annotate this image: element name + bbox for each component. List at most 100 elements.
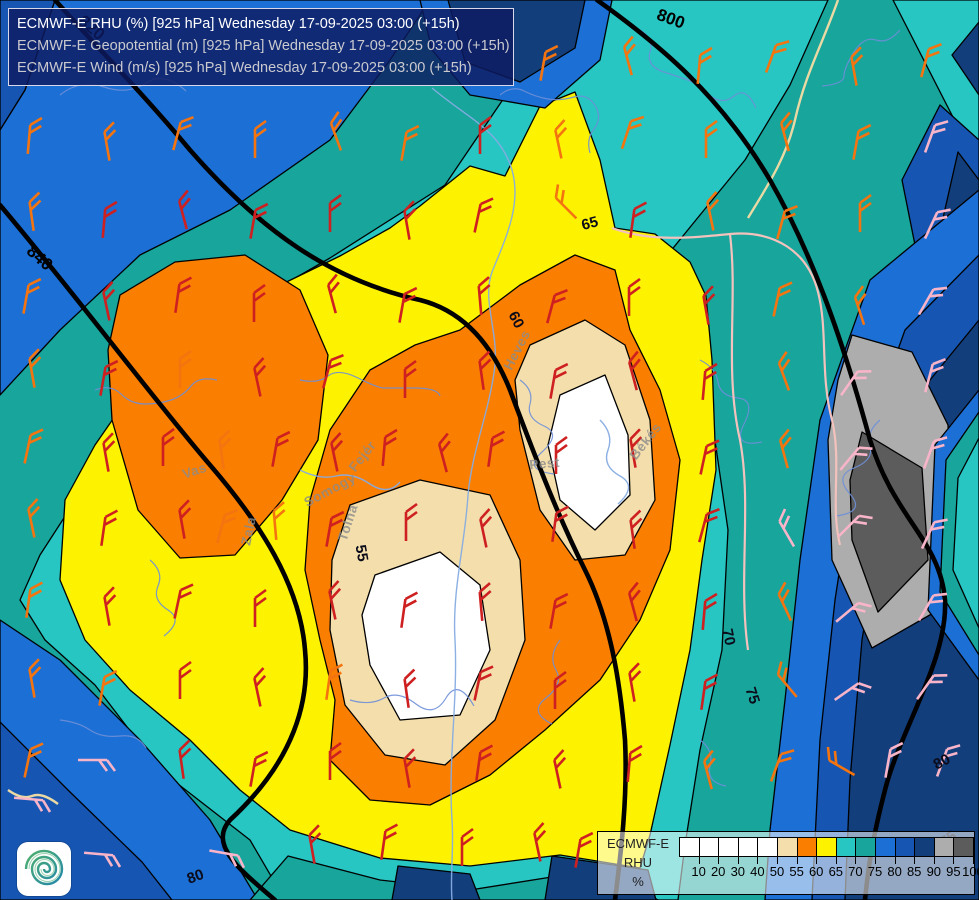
county-label: Vas bbox=[181, 460, 209, 482]
wind-barb bbox=[923, 208, 951, 240]
legend-tick-label: 60 bbox=[808, 864, 824, 879]
wind-barb bbox=[698, 508, 720, 543]
wind-barb bbox=[769, 749, 795, 782]
wind-barb bbox=[702, 749, 716, 790]
wind-barb bbox=[553, 749, 567, 789]
legend-tick-label: 65 bbox=[828, 864, 844, 879]
wind-barb bbox=[629, 428, 643, 468]
wind-barb bbox=[858, 193, 872, 232]
legend-tick bbox=[835, 857, 837, 864]
legend-swatch bbox=[875, 837, 896, 857]
rhu-contour-labels: 65 60 55 70 75 80 80 75 bbox=[185, 213, 960, 887]
legend-tick-label: 70 bbox=[848, 864, 863, 879]
legend-tick bbox=[737, 857, 739, 864]
met-spiral-logo bbox=[17, 842, 71, 896]
legend-tick-label: 50 bbox=[769, 864, 785, 879]
rhu-region-85-90-bottom-patch-1 bbox=[391, 865, 481, 900]
legend-tick bbox=[855, 857, 857, 864]
river-danube bbox=[431, 87, 516, 900]
wind-barbs bbox=[13, 35, 961, 869]
wind-barb bbox=[102, 281, 116, 321]
wind-barb bbox=[776, 661, 798, 698]
wind-barb bbox=[924, 358, 946, 393]
wind-barb bbox=[629, 509, 643, 549]
wind-barb bbox=[922, 436, 948, 469]
wind-barb bbox=[546, 289, 568, 324]
legend-product: ECMWF-E bbox=[606, 836, 670, 851]
wind-barb bbox=[328, 580, 342, 620]
wind-barb bbox=[103, 586, 117, 626]
wind-barb bbox=[99, 359, 119, 396]
rhu-contour-label: 75 bbox=[742, 685, 763, 706]
rhu-region-85-90-topright-sliver bbox=[951, 21, 979, 96]
wind-barb bbox=[772, 281, 793, 317]
wind-barb bbox=[699, 439, 720, 475]
legend-tick-label: 40 bbox=[750, 864, 765, 879]
wind-barb bbox=[549, 362, 569, 399]
wind-barb bbox=[403, 748, 417, 788]
wind-barb bbox=[437, 432, 451, 473]
wind-barb bbox=[330, 432, 344, 472]
rhu-region-55-60-west bbox=[107, 254, 329, 559]
legend-tick-label: 55 bbox=[789, 864, 804, 879]
legend-tick bbox=[875, 857, 876, 864]
rivers bbox=[7, 0, 842, 900]
wind-barb bbox=[700, 673, 719, 710]
wind-barb bbox=[473, 197, 494, 233]
wind-barb bbox=[272, 501, 286, 541]
wind-barb bbox=[551, 505, 570, 542]
wind-barb bbox=[25, 581, 44, 618]
wind-barb bbox=[329, 111, 343, 151]
wind-barb bbox=[13, 796, 52, 813]
rhu-contour-label: 55 bbox=[352, 544, 372, 563]
wind-barb bbox=[253, 357, 267, 397]
wind-barb bbox=[26, 116, 43, 155]
legend-swatch bbox=[698, 837, 720, 857]
river-tisza-mid bbox=[611, 226, 842, 546]
legend-tick-label: 80 bbox=[887, 864, 902, 879]
wind-barb bbox=[271, 430, 291, 467]
wind-barb bbox=[628, 662, 642, 702]
wind-barb bbox=[777, 581, 793, 622]
legend: ECMWF-E RHU % 10 20 30 40 50 55 60 65 70 75 80 85 90… bbox=[597, 831, 979, 895]
wind-barb bbox=[478, 115, 492, 154]
wind-barb bbox=[177, 189, 191, 230]
rhu-contour-label: 65 bbox=[580, 213, 601, 234]
rhu-contour-label: 80 bbox=[185, 866, 206, 888]
wind-barb bbox=[923, 120, 949, 153]
wind-barb bbox=[103, 121, 117, 161]
wind-barb bbox=[328, 741, 342, 780]
wind-barb bbox=[696, 46, 713, 85]
title-line-rhu: ECMWF-E RHU (%) [925 hPa] Wednesday 17-0… bbox=[17, 16, 460, 32]
wind-barb bbox=[627, 277, 641, 316]
wind-barb bbox=[920, 43, 942, 78]
legend-swatch bbox=[777, 837, 798, 857]
rhu-contour-label: 60 bbox=[505, 309, 528, 332]
legend-swatch bbox=[816, 837, 837, 857]
wind-barb bbox=[381, 428, 398, 467]
rhu-region-lt50-northeast bbox=[547, 374, 631, 531]
legend-tick-label: 75 bbox=[867, 864, 883, 879]
wind-barb bbox=[917, 286, 948, 316]
legend-tick bbox=[718, 857, 720, 864]
wind-barb bbox=[249, 202, 269, 239]
wind-barb bbox=[178, 739, 192, 779]
wind-barb bbox=[620, 115, 645, 150]
wind-barb bbox=[328, 193, 342, 232]
wind-barb bbox=[22, 277, 42, 314]
legend-tick-label: 90 bbox=[926, 864, 942, 879]
legend-tick bbox=[894, 857, 896, 864]
wind-barb bbox=[398, 286, 418, 323]
wind-barb bbox=[23, 742, 44, 778]
legend-label: ECMWF-E RHU % bbox=[598, 834, 678, 891]
geopotential-contour-800 bbox=[594, 0, 948, 900]
wind-barb bbox=[403, 359, 417, 398]
legend-swatch bbox=[718, 837, 739, 857]
wind-barb bbox=[83, 851, 122, 868]
rhu-region-95-100-right bbox=[849, 431, 929, 613]
wind-barb bbox=[554, 435, 568, 474]
wind-barb bbox=[325, 663, 344, 700]
legend-swatch bbox=[757, 837, 778, 857]
